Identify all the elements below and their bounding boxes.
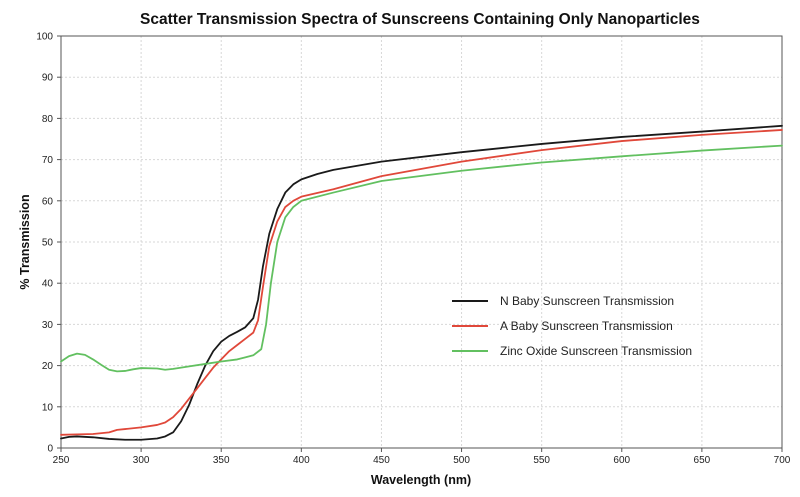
y-tick-label: 20 [42,361,54,372]
legend-label-1: N Baby Sunscreen Transmission [500,294,674,308]
y-tick-label: 40 [42,279,54,290]
x-axis-label: Wavelength (nm) [371,473,471,487]
x-tick-label: 250 [53,455,70,466]
series-group [60,124,783,441]
series-line-2 [60,129,783,436]
y-tick-label: 0 [47,444,53,455]
x-tick-label: 350 [213,455,230,466]
series-line-1 [60,124,783,441]
y-tick-label: 80 [42,114,54,125]
legend-label-2: A Baby Sunscreen Transmission [500,319,673,333]
y-tick-label: 30 [42,320,54,331]
y-tick-label: 90 [42,73,54,84]
x-tick-label: 300 [133,455,150,466]
x-tick-label: 650 [694,455,711,466]
y-tick-label: 50 [42,238,54,249]
x-tick-label: 700 [774,455,791,466]
x-tick-label: 400 [293,455,310,466]
series-line-3 [60,144,783,373]
axis-ticks: 250 300 350 400 450 500 550 600 650 700 0 10 20 30 40 5… [36,32,790,467]
legend: N Baby Sunscreen Transmission A Baby Suns… [452,294,692,358]
chart-title: Scatter Transmission Spectra of Sunscree… [140,11,700,28]
grid [61,36,782,448]
x-tick-label: 550 [533,455,550,466]
y-tick-label: 60 [42,196,54,207]
x-tick-label: 600 [613,455,630,466]
x-tick-label: 500 [453,455,470,466]
y-tick-label: 100 [36,32,53,43]
y-tick-label: 10 [42,402,54,413]
legend-label-3: Zinc Oxide Sunscreen Transmission [500,344,692,358]
y-axis-label: % Transmission [18,194,32,289]
x-tick-label: 450 [373,455,390,466]
y-tick-label: 70 [42,155,54,166]
